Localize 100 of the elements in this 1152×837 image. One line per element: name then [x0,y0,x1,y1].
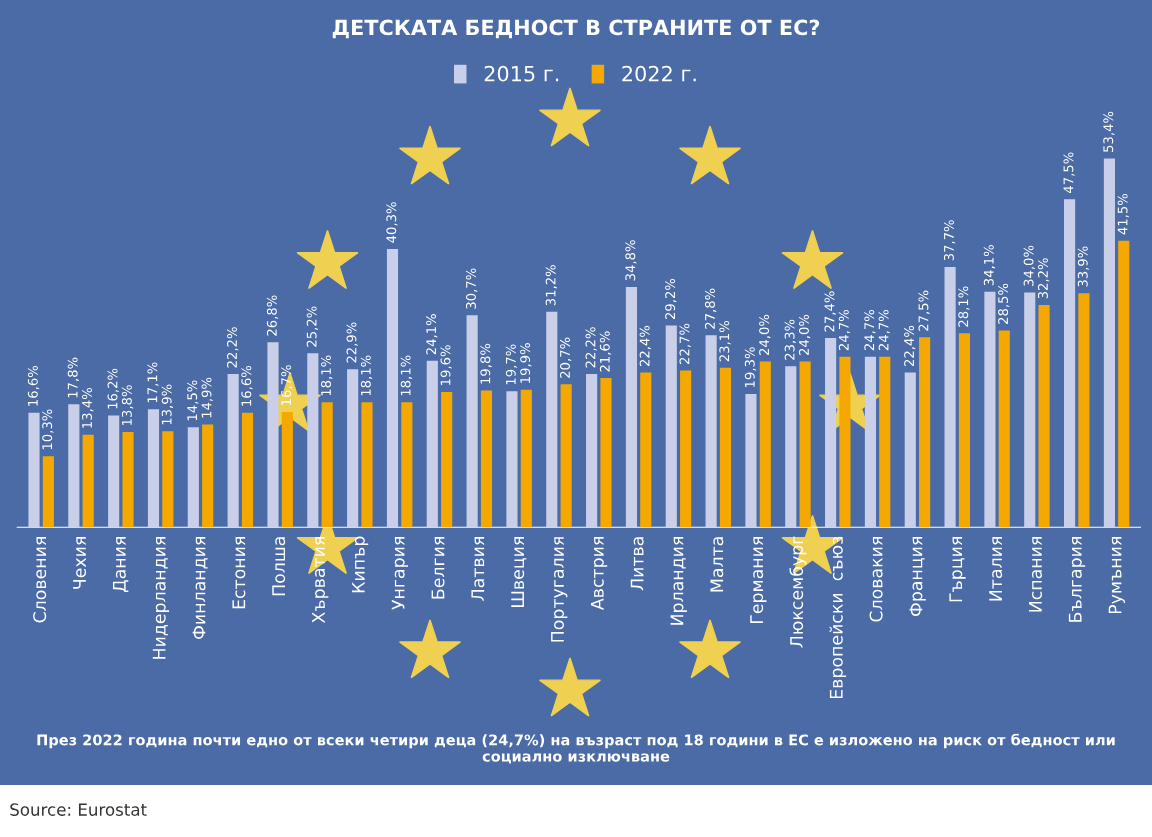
bar [307,353,319,528]
data-label: 40,3% [386,202,398,243]
x-tick-label: България [1068,537,1086,622]
bar [799,361,811,528]
data-label: 34,0% [1023,245,1035,286]
data-label: 20,7% [559,337,572,378]
data-label: 24,7% [878,309,890,351]
x-tick-label: Португалия [551,537,568,642]
x-tick-label: Кипър [351,536,369,593]
bar [560,384,572,528]
data-label: 22,4% [904,325,916,367]
data-label: 22,7% [679,323,691,364]
bar [745,394,757,528]
bar [28,412,40,528]
x-tick-label: Естония [232,537,246,609]
x-tick-label: Литва [630,537,644,591]
data-label: 27,4% [824,291,836,332]
bar [904,372,916,528]
bar [785,366,797,528]
bar [162,431,174,528]
x-tick-label: Чехия [73,537,87,589]
bar [466,315,478,528]
data-label: 19,3% [744,347,757,387]
data-label: 16,6% [27,365,40,406]
bar [625,286,638,528]
bar [1118,240,1130,528]
data-label: 29,2% [665,278,677,320]
x-tick-label: Германия [750,537,767,624]
data-label: 13,4% [82,388,94,428]
bar [839,356,851,528]
bar [281,411,293,528]
data-label: 18,1% [360,355,373,396]
data-label: 17,1% [147,362,159,403]
bar [241,412,254,528]
data-label: 33,9% [1077,246,1090,287]
data-label: 27,5% [918,290,930,331]
data-label: 30,7% [465,268,478,309]
bar [759,361,771,528]
data-label: 19,9% [520,343,532,383]
bar [719,367,732,528]
data-label: 47,5% [1063,152,1075,194]
bar [361,402,373,528]
x-tick-label: Словакия [869,537,883,622]
bar [480,390,493,528]
x-tick-label: Дания [112,537,129,593]
x-tick-label: Испания [1029,537,1042,612]
data-label: 34,8% [625,240,637,281]
bar [984,291,996,528]
bar [640,372,652,528]
data-label: 53,4% [1103,111,1115,152]
bar [147,409,160,528]
bar [122,431,134,528]
x-tick-label: Малта [710,537,724,592]
data-label: 24,7% [838,309,851,351]
data-label: 24,0% [759,314,771,356]
data-label: 24,1% [426,314,438,355]
x-tick-label: Ирландия [670,537,687,625]
data-label: 22,2% [585,327,597,368]
x-tick-label: Хърватия [312,537,329,624]
x-tick-label: Унгария [391,537,409,610]
bar [520,389,532,528]
data-label: 25,2% [306,306,318,347]
x-tick-label: Белгия [431,537,445,599]
data-label: 31,2% [545,265,557,306]
data-label: 26,8% [266,295,279,336]
x-tick-label: Румъния [1108,537,1125,614]
data-label: 14,9% [201,377,213,418]
bar [586,373,598,528]
bar [108,415,120,528]
bar [506,391,518,528]
bar [600,378,612,528]
bar [202,424,214,528]
data-label: 23,3% [784,319,796,360]
x-tick-label: Австрия [590,537,608,611]
data-label: 24,7% [864,309,876,351]
data-label: 18,1% [400,355,412,396]
data-label: 18,1% [321,355,333,396]
data-label: 34,1% [983,245,996,286]
bar [864,356,877,528]
x-tick-label: Италия [989,537,1003,601]
data-label: 22,2% [227,327,239,368]
x-tick-label: Полша [272,537,286,596]
data-label: 19,7% [505,344,518,385]
bar [680,370,692,528]
bar [1064,199,1076,528]
x-tick-label: Европейски съюз [829,536,847,699]
bar [958,333,971,528]
source-note: Source: Eurostat [10,803,147,816]
data-label: 10,3% [42,409,54,450]
x-tick-label: Швеция [511,537,527,607]
data-label: 14,5% [187,380,199,421]
bar [1024,292,1036,528]
bar [546,311,558,528]
text: През 2022 година почти едно от всеки четири деца (24,7%) на възраст под 18 години в ЕС е изложено на риск от бедност или социално изключване [37,733,1115,764]
bar [665,325,677,528]
data-label: 13,9% [161,384,174,425]
bar [825,338,837,528]
x-tick-label: Гърция [949,537,966,602]
bar [426,360,438,528]
data-label: 19,6% [440,345,452,385]
